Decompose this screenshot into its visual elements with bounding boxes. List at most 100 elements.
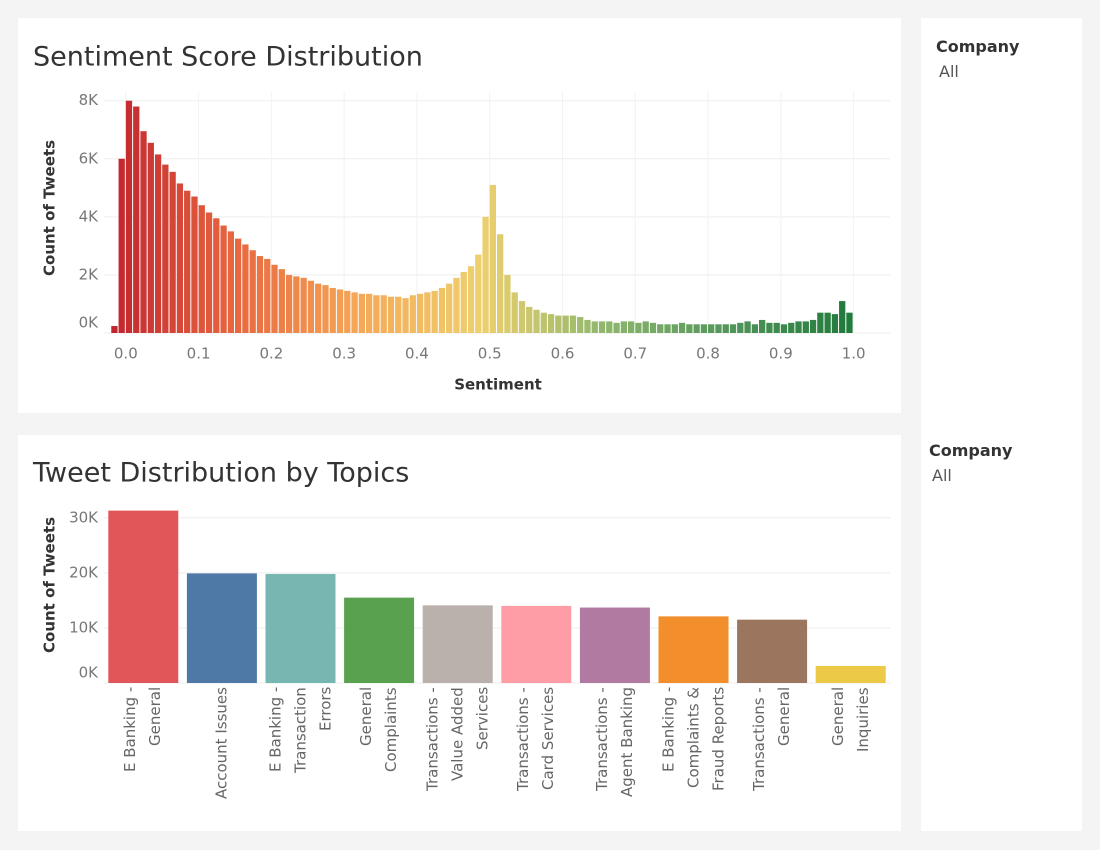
histogram-bar	[118, 158, 125, 333]
histogram-bar	[715, 324, 722, 333]
histogram-bar	[577, 317, 584, 333]
histogram-bar	[154, 154, 162, 333]
x-tick-label: 0.7	[623, 345, 647, 363]
histogram-bar	[227, 231, 234, 333]
bar	[815, 665, 886, 683]
histogram-bar	[817, 312, 824, 333]
histogram-bar	[424, 292, 431, 333]
y-axis-title: Count of Tweets	[41, 517, 59, 653]
bar	[579, 607, 650, 683]
y-tick-label: 20K	[69, 563, 99, 581]
histogram-bar	[293, 276, 300, 333]
histogram-bar	[788, 322, 795, 333]
histogram-bar	[336, 289, 344, 333]
bar	[658, 616, 729, 683]
bar	[344, 597, 415, 683]
x-tick-label: 0.5	[478, 345, 502, 363]
histogram-bar	[831, 314, 839, 333]
histogram-bar	[729, 324, 737, 333]
histogram-bar	[205, 212, 213, 333]
histogram-bar	[540, 312, 547, 333]
histogram-bar	[111, 326, 118, 333]
histogram-bar	[773, 322, 780, 333]
bar	[737, 619, 808, 683]
x-tick-label: 0.3	[332, 345, 356, 363]
histogram-bar	[125, 100, 133, 333]
histogram-bar	[147, 142, 154, 333]
histogram-bar	[751, 324, 758, 333]
histogram-bar	[460, 272, 467, 333]
histogram-bar	[198, 205, 205, 333]
histogram-bar	[307, 280, 315, 333]
x-axis-title: Sentiment	[454, 376, 542, 394]
histogram-bar	[635, 322, 642, 333]
histogram-bar	[402, 298, 409, 333]
histogram-bar	[351, 292, 358, 333]
histogram-bar	[271, 264, 278, 333]
y-axis-title: Count of Tweets	[41, 140, 59, 276]
y-tick-label: 6K	[79, 149, 100, 167]
histogram-bar	[737, 322, 744, 333]
histogram-bar	[511, 292, 518, 333]
x-tick-label: 0.2	[259, 345, 283, 363]
histogram-bar	[555, 315, 562, 333]
filter-value[interactable]: All	[939, 62, 959, 81]
histogram-bar	[453, 277, 460, 333]
histogram-bar	[649, 322, 657, 333]
y-tick-label: 30K	[69, 508, 99, 526]
histogram-bar	[569, 315, 577, 333]
chart-title: Tweet Distribution by Topics	[32, 458, 409, 489]
histogram-bar	[693, 324, 700, 333]
x-tick-label: Account Issues	[212, 687, 231, 799]
histogram-bar	[184, 190, 191, 333]
x-tick-label: 0.8	[696, 345, 720, 363]
x-tick-label: 0.0	[114, 345, 138, 363]
x-tick-label: E Banking - Complaints & Fraud Reports	[659, 687, 727, 792]
histogram-bar	[438, 287, 446, 333]
y-tick-label: 10K	[69, 618, 99, 636]
histogram-bar	[489, 184, 496, 333]
histogram-bar	[475, 254, 482, 333]
histogram-bar	[482, 216, 489, 333]
histogram-bar	[358, 293, 365, 333]
histogram-bar	[235, 238, 242, 333]
y-tick-label: 2K	[79, 265, 100, 283]
x-tick-label: General Inquiries	[828, 687, 872, 752]
histogram-bar	[344, 290, 351, 333]
histogram-bar	[176, 183, 184, 333]
histogram-bar	[671, 324, 678, 333]
filter-value[interactable]: All	[932, 466, 952, 485]
filter-label: Company	[929, 441, 1013, 460]
histogram-bar	[256, 256, 264, 333]
histogram-bar	[220, 225, 227, 333]
x-tick-label: Transactions - Card Services	[514, 687, 558, 791]
histogram-bar	[497, 234, 504, 333]
histogram-bar	[642, 321, 649, 333]
y-tick-label: 0K	[79, 314, 100, 332]
histogram-bar	[809, 319, 817, 333]
histogram-bar	[678, 322, 686, 333]
y-tick-label: 0K	[79, 664, 100, 682]
histogram-bar	[686, 324, 693, 333]
histogram-bar	[620, 321, 627, 333]
chart-title: Sentiment Score Distribution	[33, 42, 423, 73]
histogram-bar	[416, 293, 424, 333]
histogram-bar	[162, 164, 169, 333]
histogram-bar	[839, 301, 846, 333]
histogram-bar	[759, 319, 766, 333]
histogram-bar	[526, 306, 533, 333]
histogram-bar	[133, 106, 140, 334]
histogram-bar	[708, 324, 715, 333]
histogram-bar	[598, 321, 606, 333]
histogram-bar	[329, 287, 336, 333]
histogram-bar	[387, 296, 395, 333]
histogram-bar	[591, 321, 598, 333]
histogram-bar	[846, 312, 853, 333]
filter-sidebar	[921, 18, 1082, 831]
x-tick-label: 0.6	[551, 345, 575, 363]
histogram-bar	[191, 196, 198, 333]
histogram-bar	[613, 322, 620, 333]
y-tick-label: 4K	[79, 207, 100, 225]
histogram-bar	[802, 321, 809, 333]
